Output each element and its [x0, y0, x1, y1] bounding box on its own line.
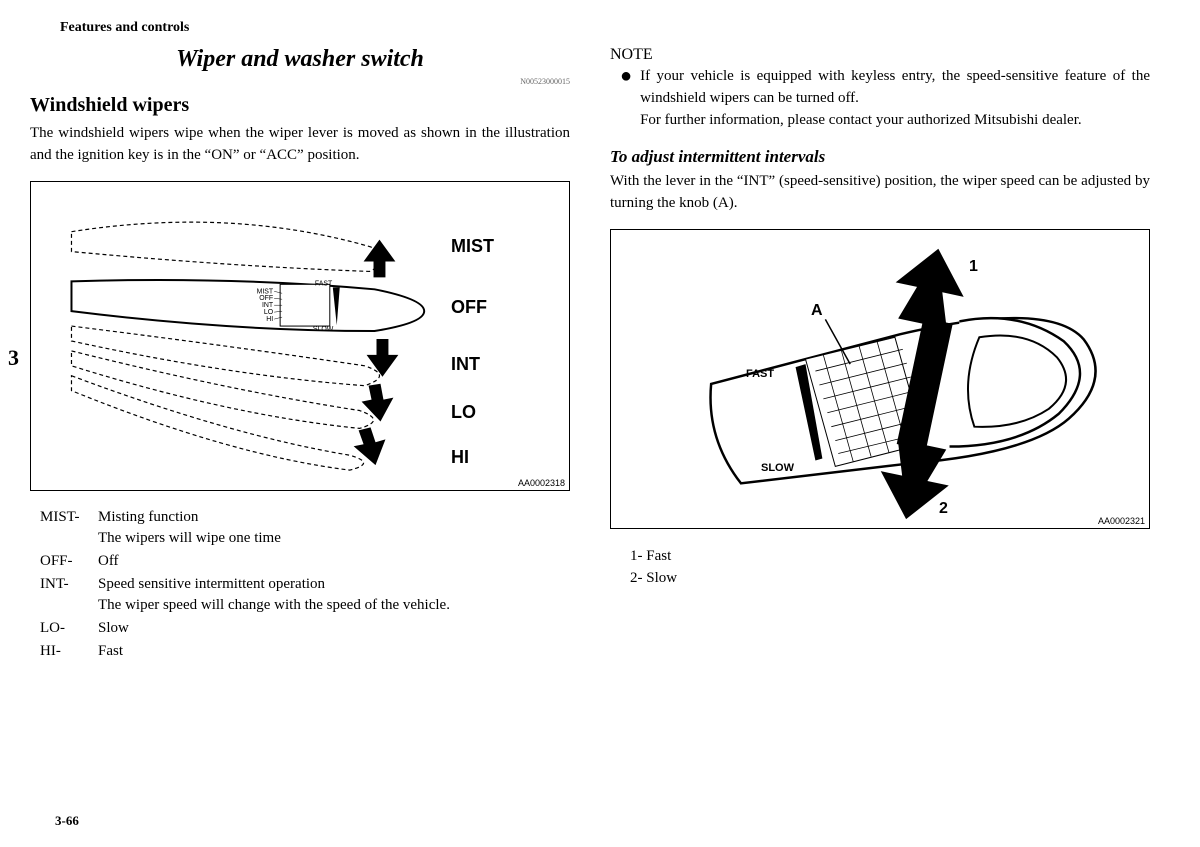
def-val: Slow	[98, 618, 570, 639]
def-key: HI-	[40, 641, 98, 662]
def-mist: MIST- Misting function The wipers will w…	[40, 507, 570, 549]
def-key: LO-	[40, 618, 98, 639]
right-column: NOTE ● If your vehicle is equipped with …	[610, 46, 1150, 664]
def-off: OFF- Off	[40, 551, 570, 572]
label-int: INT	[451, 354, 480, 375]
def-val: Off	[98, 551, 570, 572]
def-val: Slow	[646, 570, 677, 586]
bullet-icon: ●	[620, 66, 632, 131]
label-slow: SLOW	[761, 462, 794, 474]
svg-text:OFF: OFF	[259, 295, 273, 302]
title-code: N00523000015	[30, 77, 570, 86]
label-lo: LO	[451, 402, 476, 423]
figure1-code: AA0002318	[518, 478, 565, 488]
def-key: OFF-	[40, 551, 98, 572]
note-text: If your vehicle is equipped with keyless…	[640, 66, 1150, 131]
label-hi: HI	[451, 447, 469, 468]
def-int: INT- Speed sensitive intermittent operat…	[40, 574, 570, 616]
intro-paragraph: The windshield wipers wipe when the wipe…	[30, 123, 570, 167]
def-key: MIST-	[40, 507, 98, 549]
side-chapter-number: 3	[8, 345, 19, 371]
figure-wiper-lever: MIST OFF INT LO HI FAST SLOW	[30, 181, 570, 491]
page-title: Wiper and washer switch	[30, 46, 570, 73]
label-fast: FAST	[746, 368, 774, 380]
def-key: INT-	[40, 574, 98, 616]
svg-text:FAST: FAST	[315, 280, 333, 287]
note-body: ● If your vehicle is equipped with keyle…	[610, 66, 1150, 131]
label-2: 2	[939, 500, 948, 518]
def-lo: LO- Slow	[40, 618, 570, 639]
def-hi: HI- Fast	[40, 641, 570, 662]
fig2-definitions: 1- Fast 2- Slow	[630, 545, 1150, 590]
section-heading: Windshield wipers	[30, 94, 570, 117]
svg-text:SLOW: SLOW	[313, 326, 334, 333]
knob-diagram	[611, 230, 1149, 528]
def-2: 2- Slow	[630, 567, 1150, 590]
def-key: 2-	[630, 570, 643, 586]
left-column: Wiper and washer switch N00523000015 Win…	[30, 46, 570, 664]
wiper-lever-diagram: MIST OFF INT LO HI FAST SLOW	[31, 182, 569, 490]
svg-text:MIST: MIST	[257, 288, 274, 295]
two-column-layout: Wiper and washer switch N00523000015 Win…	[30, 46, 1160, 664]
def-val: Fast	[646, 548, 671, 564]
page-number: 3-66	[55, 813, 79, 829]
label-mist: MIST	[451, 236, 494, 257]
label-1: 1	[969, 258, 978, 276]
wiper-mode-definitions: MIST- Misting function The wipers will w…	[40, 507, 570, 662]
figure-knob-adjust: A FAST SLOW 1 2 AA0002321	[610, 229, 1150, 529]
adjust-heading: To adjust intermittent intervals	[610, 147, 1150, 167]
svg-text:INT: INT	[262, 302, 274, 309]
def-1: 1- Fast	[630, 545, 1150, 568]
label-a: A	[811, 302, 823, 320]
def-val: Misting function The wipers will wipe on…	[98, 507, 570, 549]
def-val: Fast	[98, 641, 570, 662]
adjust-text: With the lever in the “INT” (speed-sensi…	[610, 171, 1150, 215]
svg-text:LO: LO	[264, 309, 274, 316]
def-key: 1-	[630, 548, 643, 564]
note-heading: NOTE	[610, 46, 1150, 64]
def-val: Speed sensitive intermittent operation T…	[98, 574, 570, 616]
chapter-header: Features and controls	[60, 20, 1160, 36]
svg-text:HI: HI	[266, 316, 273, 323]
label-off: OFF	[451, 297, 487, 318]
figure2-code: AA0002321	[1098, 516, 1145, 526]
